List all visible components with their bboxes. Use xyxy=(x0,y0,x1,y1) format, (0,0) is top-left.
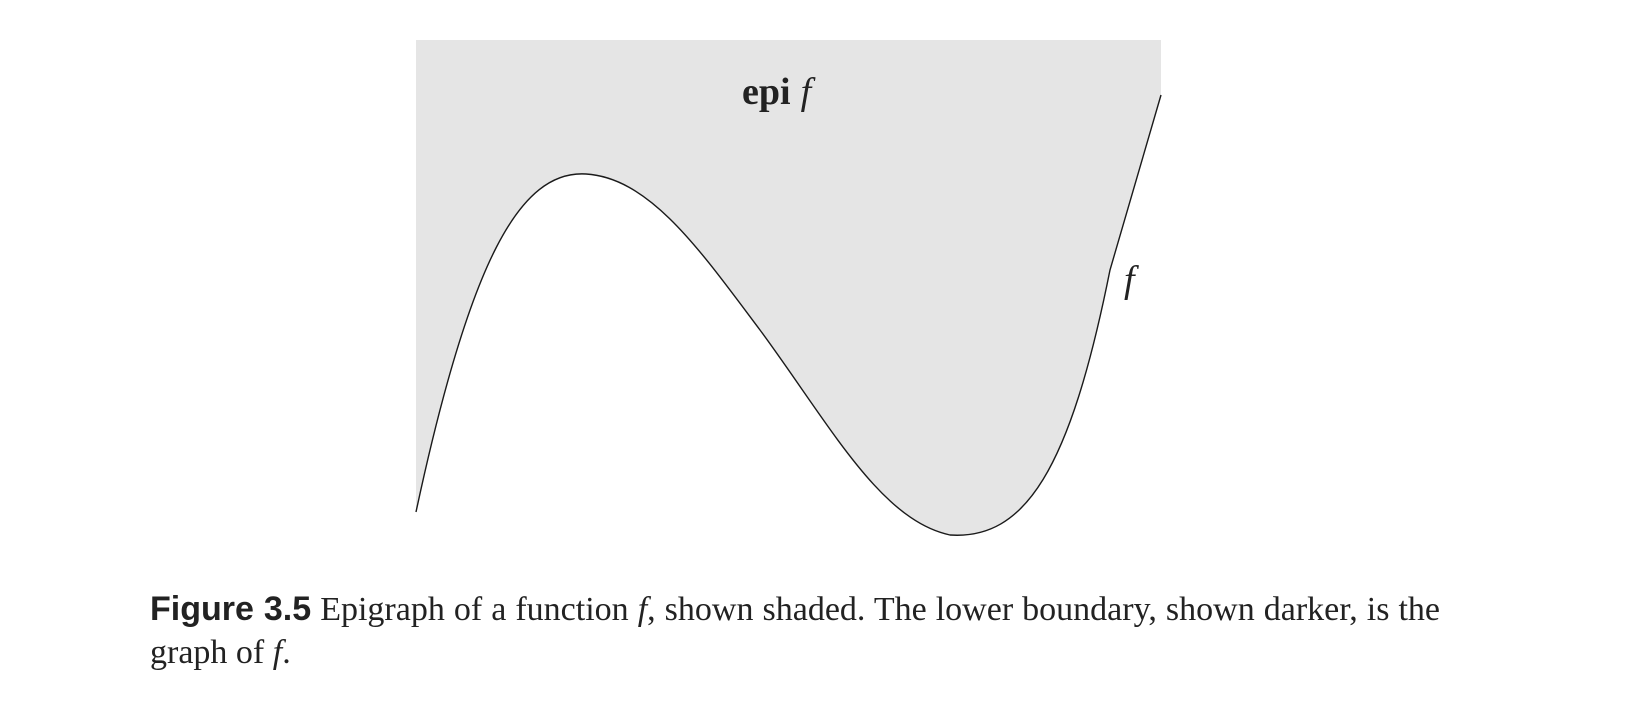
caption-text-3: . xyxy=(282,634,291,671)
caption-variable-2: f xyxy=(272,634,283,671)
curve-label: f xyxy=(1124,259,1139,301)
epigraph-label: epi f xyxy=(742,71,816,113)
figure-number: Figure 3.5 xyxy=(150,590,312,628)
figure-caption: Figure 3.5 Epigraph of a function f, sho… xyxy=(150,588,1440,674)
epigraph-figure: epi f f xyxy=(415,40,1162,536)
caption-text-2: , shown shaded. The lower boundary, show… xyxy=(150,591,1440,671)
epigraph-shaded-region xyxy=(416,40,1161,536)
caption-variable-1: f xyxy=(637,591,648,628)
function-graph-curve xyxy=(415,94,1162,536)
caption-text-1: Epigraph of a function xyxy=(320,591,638,628)
epigraph-label-operator: epi xyxy=(742,71,791,113)
